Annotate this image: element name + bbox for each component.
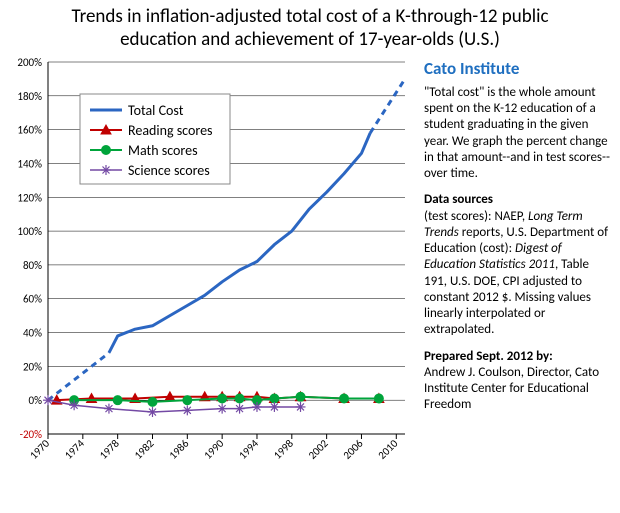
svg-text:200%: 200% [17,56,42,69]
org-name: Cato Institute [424,58,614,79]
svg-text:140%: 140% [17,157,42,170]
svg-text:1978: 1978 [97,436,122,461]
svg-text:Total Cost: Total Cost [128,102,184,119]
svg-text:100%: 100% [17,225,42,238]
svg-text:1974: 1974 [62,436,87,461]
chart-title: Trends in inflation-adjusted total cost … [0,0,620,54]
sources-label: Data sources [424,192,493,207]
svg-text:40%: 40% [23,326,42,339]
svg-text:80%: 80% [23,259,42,272]
sources-body: (test scores): NAEP, Long Term Trends re… [424,209,608,338]
svg-text:1994: 1994 [236,436,261,461]
prepared-by: Prepared Sept. 2012 by: Andrew J. Coulso… [424,349,614,414]
svg-text:1990: 1990 [201,436,226,461]
prepared-label: Prepared Sept. 2012 by: [424,349,553,364]
title-line1: Trends in inflation-adjusted total cost … [20,6,600,29]
svg-text:-20%: -20% [20,428,43,441]
svg-text:1982: 1982 [132,436,157,461]
svg-text:120%: 120% [17,191,42,204]
chart-svg: -20% 0% 20% 40% 60% 80% 100% 120% 140% 160% 180% 20… [0,54,420,494]
prepared-body: Andrew J. Coulson, Director, Cato Instit… [424,365,599,413]
svg-text:2002: 2002 [306,436,331,461]
svg-text:0%: 0% [29,394,43,407]
svg-text:2010: 2010 [375,436,400,461]
svg-text:20%: 20% [23,360,42,373]
svg-text:2006: 2006 [341,436,366,461]
svg-text:160%: 160% [17,123,42,136]
main-container: -20% 0% 20% 40% 60% 80% 100% 120% 140% 160% 180% 20… [0,54,620,494]
title-line2: education and achievement of 17-year-old… [20,29,600,52]
svg-text:Science scores: Science scores [128,162,210,179]
svg-text:Math scores: Math scores [128,142,198,159]
svg-text:180%: 180% [17,89,42,102]
svg-text:1998: 1998 [271,436,296,461]
data-sources: Data sources (test scores): NAEP, Long T… [424,192,614,338]
sidebar: Cato Institute "Total cost" is the whole… [420,54,620,424]
svg-text:1986: 1986 [166,436,191,461]
description: "Total cost" is the whole amount spent o… [424,85,614,183]
chart-area: -20% 0% 20% 40% 60% 80% 100% 120% 140% 160% 180% 20… [0,54,420,494]
svg-text:Reading scores: Reading scores [128,122,213,139]
svg-text:60%: 60% [23,292,42,305]
